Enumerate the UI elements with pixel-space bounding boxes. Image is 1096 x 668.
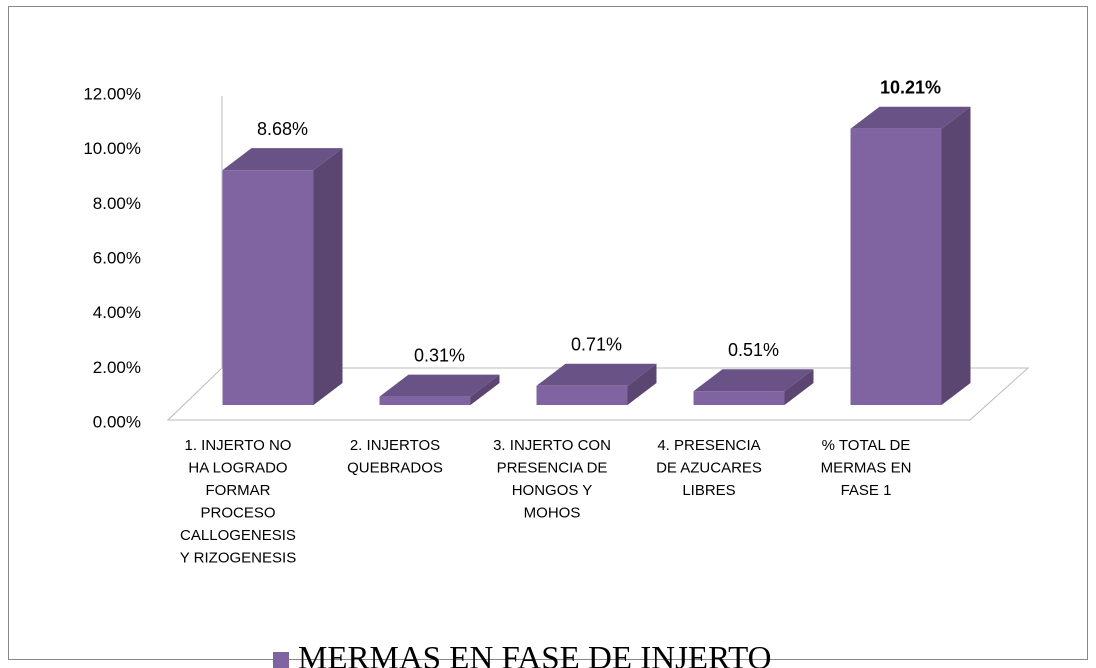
legend-label: MERMAS EN FASE DE INJERTO	[298, 641, 772, 668]
bar-top	[536, 363, 657, 386]
value-label: 8.68%	[257, 119, 308, 139]
y-tick-label: 4.00%	[93, 303, 141, 322]
bar	[379, 396, 471, 405]
bar-side	[941, 106, 971, 405]
x-tick-label: DE AZUCARES	[656, 459, 762, 476]
value-label: 0.71%	[571, 335, 622, 355]
x-tick-label: FASE 1	[841, 482, 892, 499]
x-tick-label: % TOTAL DE	[822, 437, 911, 454]
x-tick-label: 4. PRESENCIA	[657, 437, 760, 454]
x-tick-label: QUEBRADOS	[347, 459, 443, 476]
x-tick-label: 3. INJERTO CON	[493, 437, 611, 454]
bar-top	[850, 106, 971, 129]
x-tick-label: PRESENCIA DE	[497, 459, 608, 476]
value-label: 10.21%	[880, 77, 941, 97]
bar	[693, 391, 785, 405]
y-tick-label: 6.00%	[93, 248, 141, 267]
y-tick-label: 12.00%	[83, 84, 141, 103]
floor	[166, 367, 1030, 421]
y-tick-label: 2.00%	[93, 358, 141, 377]
legend-swatch	[273, 652, 289, 668]
value-label: 0.51%	[728, 340, 779, 360]
x-tick-label: PROCESO	[200, 504, 275, 521]
bar-top	[222, 148, 343, 171]
bar	[536, 385, 628, 405]
bar-side	[627, 363, 657, 405]
y-tick-label: 10.00%	[83, 139, 141, 158]
bar-side	[470, 374, 500, 405]
x-tick-label: FORMAR	[206, 482, 271, 499]
y-tick-label: 0.00%	[93, 412, 141, 431]
bar	[850, 128, 942, 405]
bar	[222, 170, 314, 405]
x-tick-label: MERMAS EN	[821, 459, 912, 476]
bar-top	[379, 374, 500, 397]
x-tick-label: 1. INJERTO NO	[185, 437, 292, 454]
x-tick-label: HONGOS Y	[512, 482, 593, 499]
x-tick-label: LIBRES	[682, 482, 735, 499]
x-tick-label: 2. INJERTOS	[350, 437, 440, 454]
y-tick-label: 8.00%	[93, 194, 141, 213]
bar-side	[313, 148, 343, 405]
x-tick-label: Y RIZOGENESIS	[180, 549, 296, 566]
value-label: 0.31%	[414, 345, 465, 365]
bar-side	[784, 369, 814, 405]
x-tick-label: CALLOGENESIS	[180, 527, 296, 544]
bar-top	[693, 369, 814, 392]
x-tick-label: HA LOGRADO	[188, 459, 287, 476]
x-tick-label: MOHOS	[524, 504, 581, 521]
